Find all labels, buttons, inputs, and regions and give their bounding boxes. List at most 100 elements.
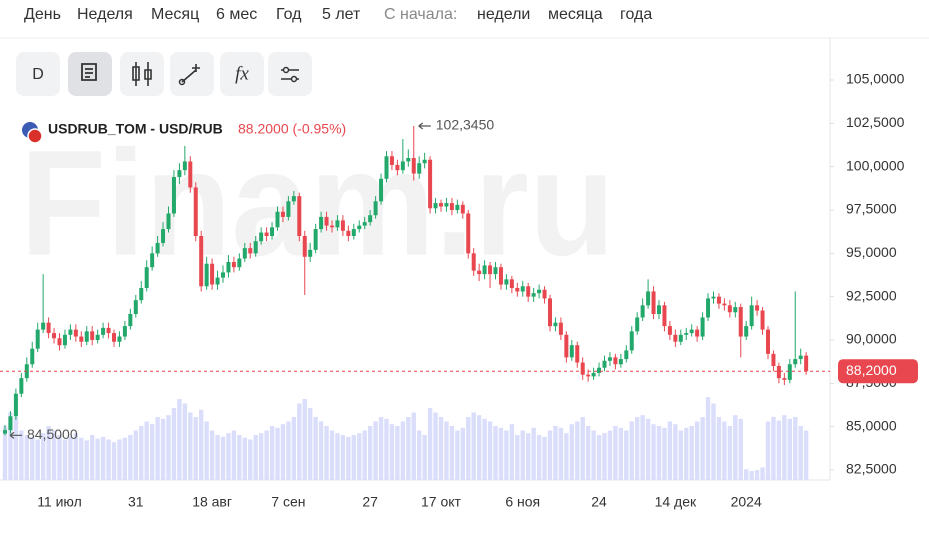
extreme-label: 102,3450 — [436, 117, 495, 133]
candle-body — [706, 298, 711, 318]
candle-body — [493, 267, 498, 275]
candle-body — [417, 163, 422, 174]
candle-body — [678, 334, 683, 342]
volume-bar — [705, 397, 711, 480]
candle-body — [3, 430, 7, 434]
candle-body — [635, 317, 640, 332]
candle-body — [286, 201, 291, 217]
period-tab[interactable]: Неделя — [77, 6, 133, 23]
candle-body — [297, 196, 302, 236]
candle-body — [526, 286, 531, 297]
candle-body — [41, 322, 46, 330]
volume-bar — [139, 426, 144, 480]
volume-bar — [596, 435, 602, 480]
volume-bar — [51, 430, 57, 480]
period-tab[interactable]: 5 лет — [322, 6, 361, 23]
indicators-label[interactable]: fx — [235, 63, 249, 84]
volume-bar — [509, 424, 515, 480]
volume-bar — [340, 435, 346, 480]
volume-bar — [722, 421, 727, 480]
since-label: С начала: — [384, 6, 457, 23]
volume-bar — [258, 433, 264, 480]
candle-body — [210, 263, 215, 285]
chart-type-button[interactable] — [68, 52, 112, 96]
period-tab[interactable]: Год — [276, 6, 302, 23]
candle-body — [651, 291, 656, 314]
since-tab[interactable]: года — [620, 6, 652, 23]
settings-button[interactable] — [268, 52, 312, 96]
volume-bar — [242, 437, 247, 480]
since-tab[interactable]: недели — [477, 6, 530, 23]
volume-bar — [498, 427, 504, 480]
candle-body — [558, 322, 563, 335]
candle-body — [444, 203, 449, 207]
candle-body — [319, 216, 324, 230]
candle-body — [57, 338, 62, 346]
candle-body — [166, 213, 171, 230]
volume-bar — [280, 424, 286, 480]
volume-bar — [640, 415, 645, 480]
candle-body — [504, 279, 509, 285]
volume-bar — [662, 427, 667, 480]
candle-body — [477, 270, 482, 275]
volume-bar — [531, 427, 536, 480]
period-tab[interactable]: День — [24, 6, 61, 23]
volume-bar — [128, 435, 133, 480]
volume-bar — [46, 426, 51, 480]
x-tick-label: 2024 — [731, 494, 762, 510]
volume-bar — [177, 399, 182, 480]
candle-body — [139, 288, 144, 301]
candle-body — [19, 378, 24, 394]
period-tab[interactable]: 6 мес — [216, 6, 257, 23]
volume-bar — [411, 412, 416, 480]
candle-body — [466, 213, 471, 254]
candle-body — [667, 326, 672, 335]
y-tick-label: 97,5000 — [846, 201, 897, 217]
period-tab[interactable]: Месяц — [151, 6, 199, 23]
candle-body — [150, 253, 155, 268]
volume-bar — [569, 424, 574, 480]
x-tick-label: 6 ноя — [505, 494, 540, 510]
candle-body — [689, 329, 694, 334]
candle-body — [782, 378, 787, 380]
volume-bar — [313, 417, 318, 480]
volume-bar — [237, 435, 242, 480]
volume-bar — [678, 430, 683, 480]
candle-body — [188, 161, 193, 188]
candle-body — [30, 348, 35, 365]
volume-bar — [798, 426, 803, 480]
candle-body — [95, 334, 100, 340]
candle-body — [302, 236, 307, 257]
since-tab[interactable]: месяца — [548, 6, 603, 23]
candles-button[interactable] — [120, 52, 164, 96]
interval-label[interactable]: D — [32, 66, 44, 83]
volume-bar — [215, 435, 220, 480]
volume-bar — [624, 430, 629, 480]
volume-bar — [585, 426, 591, 480]
last-price-box — [838, 359, 918, 384]
candle-body — [662, 305, 667, 327]
volume-bar — [188, 412, 193, 480]
candle-body — [122, 326, 127, 337]
indicators-button[interactable] — [220, 52, 264, 96]
candle-body — [13, 393, 18, 417]
draw-icon-dot — [178, 78, 186, 86]
x-tick-label: 31 — [128, 494, 144, 510]
candle-body — [362, 222, 367, 226]
volume-bar — [291, 417, 297, 480]
volume-bar — [204, 421, 209, 480]
volume-bar — [362, 430, 367, 480]
volume-bar — [19, 430, 24, 480]
volume-bar — [776, 420, 782, 480]
candle-body — [755, 305, 760, 311]
volume-bar — [716, 417, 722, 480]
volume-bar — [542, 436, 547, 480]
interval-button[interactable] — [16, 52, 60, 96]
volume-bar — [520, 430, 525, 480]
candle-body — [591, 372, 596, 377]
candle-body — [422, 159, 427, 164]
candle-body — [270, 227, 275, 236]
candle-body — [542, 289, 547, 299]
y-tick-label: 102,5000 — [846, 114, 905, 130]
volume-bar — [226, 433, 231, 480]
